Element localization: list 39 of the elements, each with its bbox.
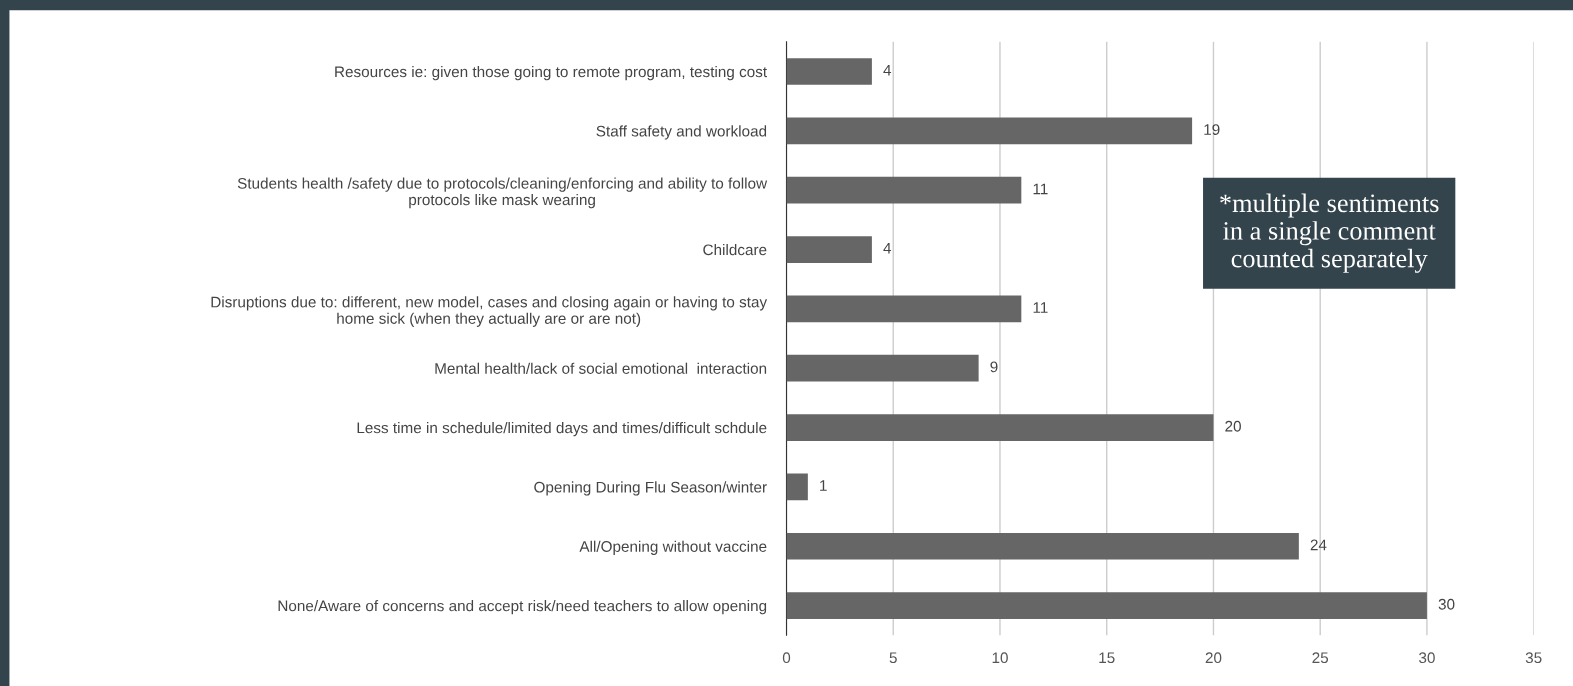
- data-label: 4: [883, 64, 892, 76]
- data-label: 9: [990, 361, 998, 373]
- data-label: 11: [1033, 183, 1048, 195]
- x-tick-label: 20: [1205, 652, 1222, 664]
- x-tick-label: 0: [782, 652, 791, 664]
- y-tick-label: Opening During Flu Season/winter: [534, 481, 767, 496]
- data-label: 20: [1225, 420, 1241, 432]
- bar: [786, 58, 872, 85]
- annotation: *multiple sentiments in a single comment counted separately: [1220, 193, 1439, 273]
- y-tick-label: Mental health/lack of social emotional interaction: [435, 362, 767, 374]
- y-tick-label: None/Aware of concerns and accept risk/need teachers to allow opening: [278, 600, 767, 615]
- data-label: 11: [1033, 302, 1048, 313]
- bar: [786, 532, 1299, 560]
- x-tick-label: 5: [889, 652, 897, 664]
- data-label: 4: [883, 242, 892, 254]
- x-tick-label: 35: [1525, 652, 1542, 664]
- bar: [786, 176, 1022, 204]
- bar: [786, 592, 1427, 619]
- data-label: 24: [1310, 539, 1327, 551]
- y-tick-label: Disruptions due to: different, new model, cases and closing again or having to stay home sick (when they actually are or are not): [211, 296, 768, 327]
- data-label: 30: [1438, 598, 1455, 610]
- x-tick-label: 10: [992, 652, 1008, 664]
- bar: [786, 473, 808, 501]
- y-tick-label: Less time in schedule/limited days and times/difficult schdule: [357, 422, 767, 437]
- bar: [786, 295, 1022, 323]
- y-tick-label: Students health /safety due to protocols/cleaning/enforcing and ability to follow protocols like mask wearing: [237, 177, 768, 209]
- x-tick-label: 25: [1312, 652, 1329, 664]
- x-tick-label: 15: [1099, 652, 1115, 664]
- bar: [786, 117, 1193, 145]
- y-tick-label: Staff safety and workload: [596, 125, 767, 140]
- y-tick-label: All/Opening without vaccine: [579, 540, 767, 555]
- bar: [786, 236, 872, 263]
- y-tick-label: Resources ie: given those going to remote program, testing cost: [335, 65, 767, 81]
- x-tick-label: 30: [1419, 652, 1435, 664]
- data-label: 19: [1204, 124, 1220, 135]
- bar: [786, 354, 979, 382]
- data-label: 1: [820, 480, 827, 491]
- bar: [786, 414, 1214, 441]
- y-tick-label: Childcare: [703, 244, 767, 256]
